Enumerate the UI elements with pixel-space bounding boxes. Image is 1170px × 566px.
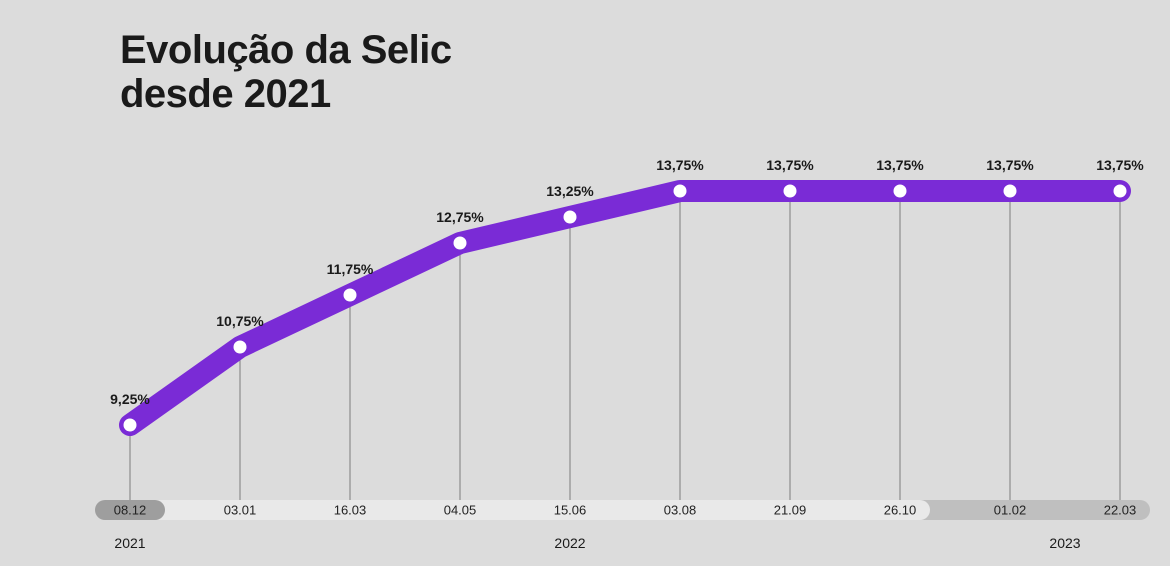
- x-tick-label: 15.06: [554, 503, 587, 518]
- value-label: 13,75%: [656, 157, 703, 173]
- value-label: 10,75%: [216, 313, 263, 329]
- x-tick-label: 03.01: [224, 503, 257, 518]
- value-label: 13,75%: [766, 157, 813, 173]
- year-label: 2022: [554, 535, 585, 551]
- x-tick-label: 03.08: [664, 503, 697, 518]
- x-tick-label: 16.03: [334, 503, 367, 518]
- x-tick-label: 21.09: [774, 503, 807, 518]
- year-label: 2023: [1049, 535, 1080, 551]
- x-tick-label: 08.12: [114, 503, 147, 518]
- chart-canvas: Evolução da Selic desde 2021 9,25%10,75%…: [0, 0, 1170, 566]
- x-tick-label: 26.10: [884, 503, 917, 518]
- x-tick-label: 04.05: [444, 503, 477, 518]
- value-label: 13,75%: [1096, 157, 1143, 173]
- year-label: 2021: [114, 535, 145, 551]
- value-label: 13,75%: [876, 157, 923, 173]
- chart-svg: [0, 0, 1170, 566]
- value-label: 9,25%: [110, 391, 150, 407]
- x-tick-label: 01.02: [994, 503, 1027, 518]
- value-label: 13,75%: [986, 157, 1033, 173]
- value-label: 11,75%: [327, 261, 374, 277]
- x-tick-label: 22.03: [1104, 503, 1137, 518]
- value-label: 13,25%: [546, 183, 593, 199]
- value-label: 12,75%: [436, 209, 483, 225]
